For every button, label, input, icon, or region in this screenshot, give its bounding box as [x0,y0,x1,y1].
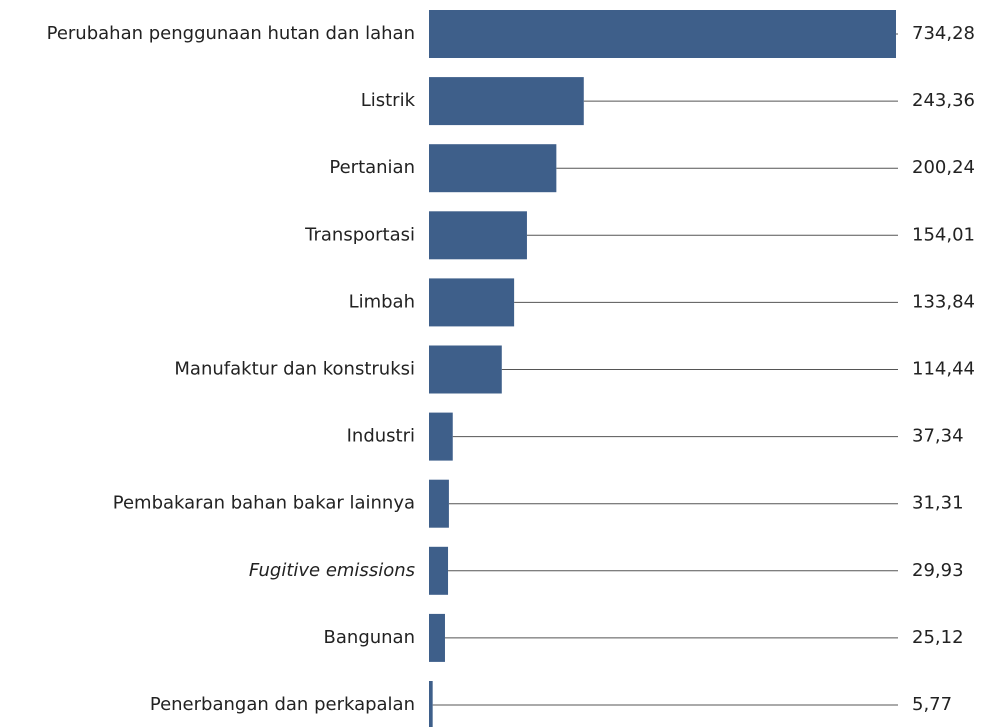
value-label: 734,28 [912,23,975,44]
bar [429,278,515,327]
value-label: 133,84 [912,291,975,312]
category-label: Pembakaran bahan bakar lainnya [113,493,415,514]
value-label: 37,34 [912,426,964,447]
bar [429,613,445,662]
bar [429,10,896,58]
category-label: Listrik [361,90,416,111]
value-label: 154,01 [912,224,975,245]
value-label: 5,77 [912,694,952,715]
bar [429,546,449,595]
value-label: 114,44 [912,359,975,380]
bar [429,77,584,126]
category-label: Manufaktur dan konstruksi [174,359,415,380]
value-label: 200,24 [912,157,975,178]
category-label: Fugitive emissions [249,560,415,581]
category-label: Transportasi [304,224,415,245]
bar [429,345,502,394]
bar [429,479,449,528]
category-label: Bangunan [324,627,415,648]
category-label: Industri [347,426,415,447]
value-label: 31,31 [912,493,964,514]
bar [429,681,433,727]
value-label: 243,36 [912,90,975,111]
category-label: Limbah [349,291,415,312]
category-label: Pertanian [329,157,415,178]
category-label: Perubahan penggunaan hutan dan lahan [47,23,415,44]
value-label: 25,12 [912,627,964,648]
bar [429,144,557,193]
category-label: Penerbangan dan perkapalan [150,694,415,715]
bar [429,412,453,461]
bar [429,211,527,260]
value-label: 29,93 [912,560,964,581]
